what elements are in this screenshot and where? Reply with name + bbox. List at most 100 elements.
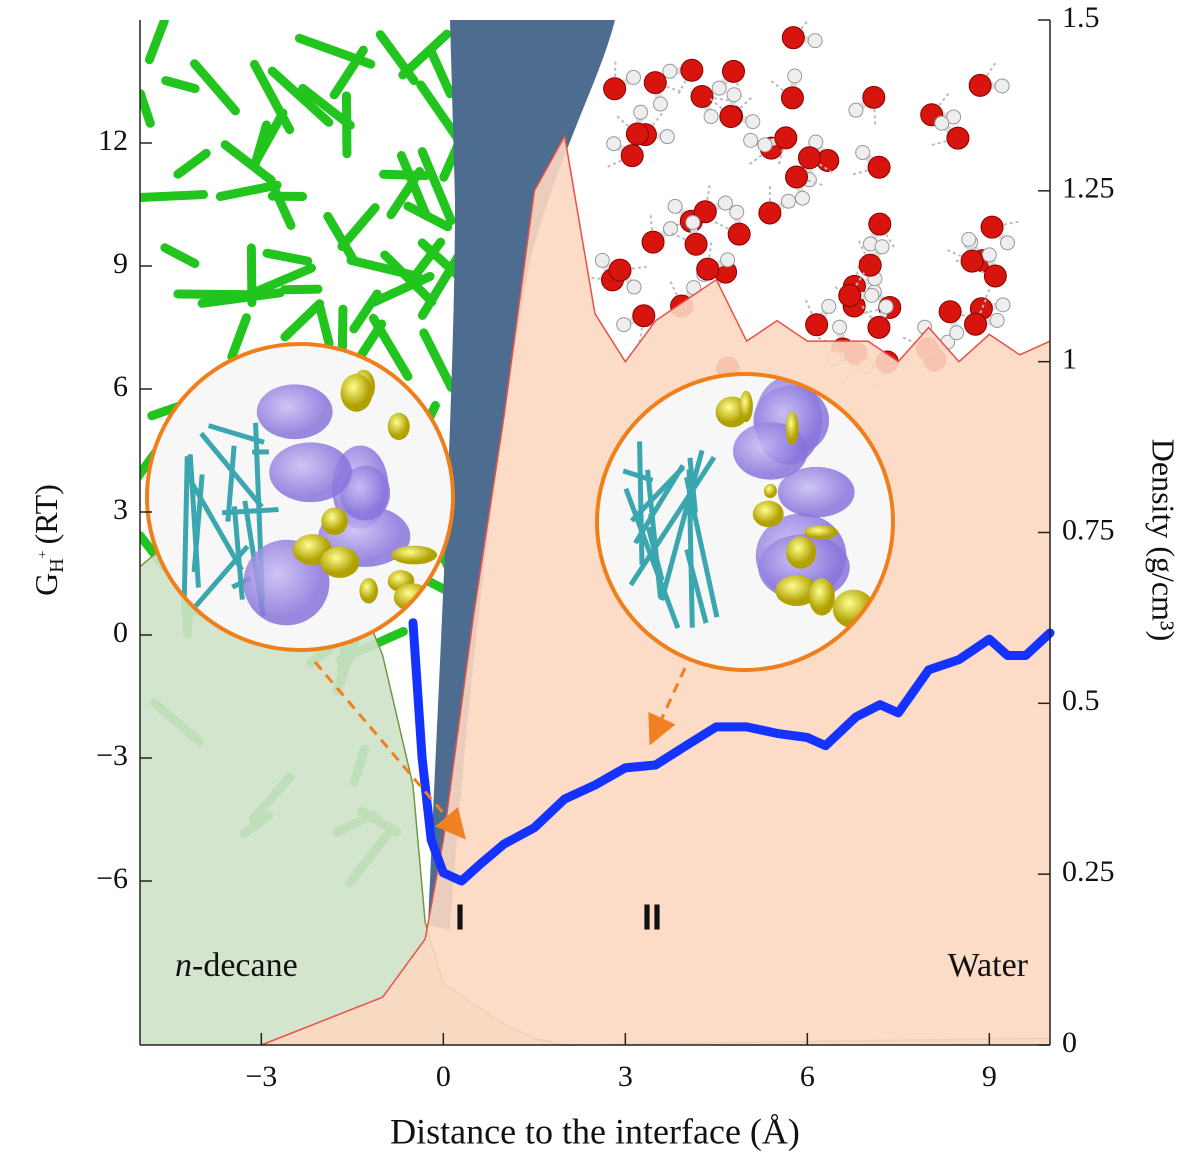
hydrogen [594, 252, 610, 268]
decane-stick [253, 263, 316, 296]
hydrogen [606, 136, 622, 152]
inset-stick [225, 445, 237, 522]
decane-stick [419, 328, 456, 392]
water-bond [930, 92, 950, 116]
y-axis-label: GH+ (RT) [28, 484, 67, 596]
water-bond [713, 220, 740, 235]
oxygen [867, 155, 891, 179]
y2-tick-label: 1.5 [1062, 1, 1100, 34]
water-bond [979, 61, 997, 86]
oxygen [719, 105, 743, 129]
water-bond [862, 306, 890, 315]
hydrogen [652, 96, 668, 112]
water-bond [974, 298, 988, 325]
hydrogen [667, 198, 683, 214]
hydrogen [717, 195, 733, 211]
decane-stick [140, 89, 155, 128]
water-bond [878, 223, 896, 249]
decane-stick [265, 174, 296, 230]
y2-tick-label: 0.75 [1062, 513, 1115, 546]
oxygen [968, 73, 992, 97]
snapshot-backdrop [140, 20, 1020, 930]
hydrogen [878, 299, 894, 315]
inset-stick [193, 544, 250, 608]
inset-stick [221, 507, 279, 516]
water-bond [777, 137, 787, 166]
decane-stick [197, 288, 285, 308]
area-fill [140, 546, 1050, 1045]
inset-frame [595, 372, 895, 672]
arrow [313, 661, 466, 840]
water-bond [930, 137, 959, 147]
decane-stick [160, 243, 200, 269]
decane-stick [215, 180, 282, 201]
x-tick-label: 9 [982, 1060, 997, 1093]
orbital [785, 536, 817, 569]
water-bond [669, 280, 683, 307]
water-bond [706, 241, 713, 270]
decane-stick [403, 201, 453, 232]
inset-1 [181, 369, 438, 626]
water-bond [732, 71, 743, 99]
hydrogen [1000, 235, 1016, 251]
inset-stick [686, 469, 695, 628]
water-bond [670, 231, 697, 246]
decane-stick [267, 66, 334, 127]
oxygen [625, 122, 649, 146]
hydrogen [685, 214, 701, 230]
decane-stick [386, 167, 425, 220]
interface-surface [428, 20, 615, 930]
hydrogen [780, 193, 796, 209]
hydrogen [659, 129, 675, 145]
y2-tick-label: 0 [1062, 1026, 1077, 1059]
hydrogen [946, 109, 962, 125]
y-label-unit: (RT) [28, 484, 64, 544]
orbital [752, 500, 784, 528]
y2-tick-label: 1 [1062, 343, 1077, 376]
oxygen [690, 84, 714, 108]
hydrogen [720, 252, 736, 268]
orbital [340, 373, 373, 412]
decane-stick [173, 148, 211, 179]
water-bond [649, 214, 655, 243]
oxygen [781, 26, 805, 50]
y2-axis-label: Density (g/cm³) [1146, 439, 1182, 641]
inset-stick [199, 431, 264, 509]
water-bond [701, 95, 730, 102]
decane-stick [349, 289, 382, 334]
inset-frame [145, 342, 455, 652]
water-bond [991, 220, 1020, 229]
hydrogen [743, 132, 759, 148]
water-bond [663, 220, 692, 230]
hydrogen [934, 115, 950, 131]
hydrogen [616, 317, 632, 333]
area-line [261, 133, 1051, 1046]
oxygen [862, 85, 886, 109]
inset-stick [623, 487, 681, 629]
decane-stick [298, 83, 355, 130]
inset-stick [659, 449, 705, 601]
oxygen [693, 200, 717, 224]
hydrogen [874, 239, 890, 255]
hydrogen [981, 247, 997, 263]
oxygen [960, 249, 984, 273]
orbital [320, 546, 360, 578]
water-bond [872, 97, 877, 126]
water-bond [606, 154, 633, 169]
insets [145, 342, 895, 840]
oxygen [858, 253, 882, 277]
oxygen [867, 315, 891, 339]
orbital [803, 525, 839, 540]
water-bond [613, 60, 617, 89]
oxygen [684, 232, 708, 256]
orbital [739, 390, 753, 423]
hydrogen [662, 221, 678, 237]
oxygen [603, 77, 627, 101]
phase-label: Water [948, 947, 1029, 984]
y-tick-label: −6 [96, 862, 128, 895]
y-label-sup: + [36, 550, 51, 558]
inset-stick [645, 469, 664, 599]
oxygen [838, 283, 862, 307]
decane-stick [337, 203, 380, 251]
